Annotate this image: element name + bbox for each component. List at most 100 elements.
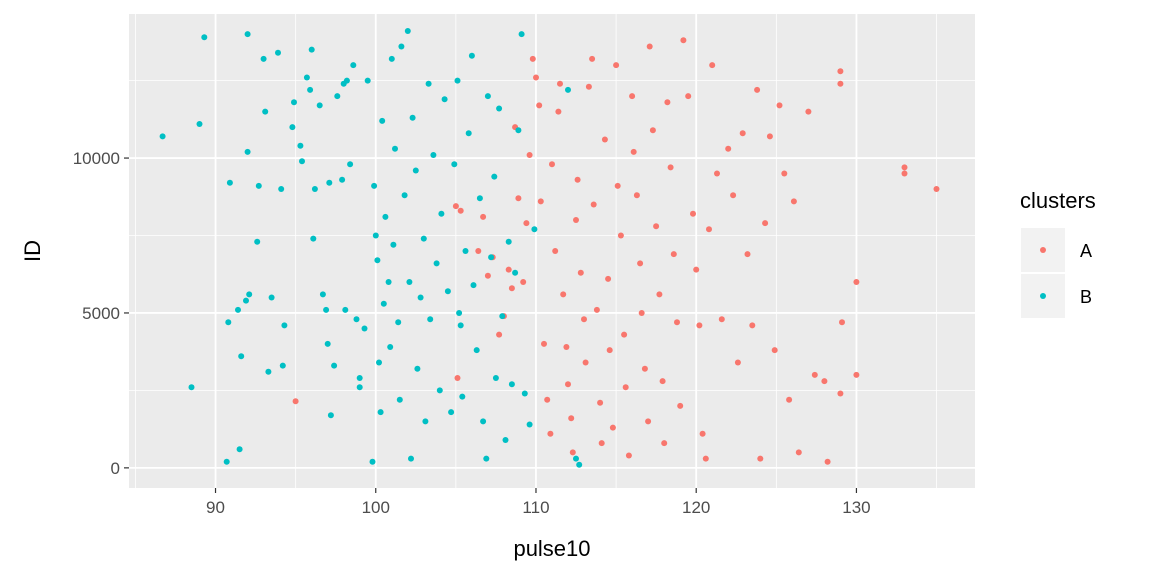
- point-cluster-a: [786, 396, 793, 403]
- point-cluster-a: [633, 192, 640, 199]
- point-cluster-a: [685, 93, 692, 100]
- point-cluster-b: [308, 46, 315, 53]
- point-cluster-b: [356, 384, 363, 391]
- point-cluster-a: [557, 80, 563, 87]
- point-cluster-a: [664, 99, 671, 106]
- point-cluster-b: [576, 461, 583, 468]
- point-cluster-a: [605, 275, 612, 282]
- point-cluster-b: [457, 322, 464, 329]
- point-cluster-a: [484, 272, 491, 279]
- point-cluster-b: [303, 74, 310, 81]
- point-cluster-b: [484, 93, 491, 100]
- point-cluster-a: [568, 415, 575, 422]
- point-cluster-a: [790, 198, 797, 205]
- point-cluster-a: [614, 182, 621, 189]
- x-tick-label: 100: [362, 498, 390, 517]
- point-cluster-b: [387, 344, 394, 350]
- point-cluster-a: [674, 319, 680, 326]
- point-cluster-b: [502, 437, 509, 443]
- point-cluster-a: [574, 176, 581, 183]
- point-cluster-a: [625, 452, 632, 459]
- point-cluster-a: [677, 402, 684, 409]
- point-cluster-a: [613, 62, 620, 69]
- point-cluster-b: [454, 77, 461, 84]
- point-cluster-b: [417, 294, 424, 301]
- y-tick-label: 5000: [82, 304, 120, 323]
- point-cluster-b: [377, 409, 384, 416]
- point-cluster-b: [499, 313, 506, 320]
- point-cluster-b: [297, 142, 304, 149]
- point-cluster-a: [581, 316, 587, 323]
- point-cluster-a: [569, 449, 576, 456]
- point-cluster-a: [730, 192, 737, 199]
- point-cluster-a: [601, 136, 608, 143]
- point-cluster-a: [637, 260, 644, 267]
- point-cluster-b: [281, 322, 288, 329]
- point-cluster-a: [537, 198, 544, 205]
- point-cluster-b: [518, 31, 525, 38]
- point-cluster-b: [196, 121, 203, 127]
- point-cluster-a: [901, 170, 908, 177]
- point-cluster-a: [629, 93, 636, 100]
- point-cluster-b: [369, 458, 376, 465]
- y-axis-title: ID: [20, 240, 45, 262]
- point-cluster-b: [331, 362, 338, 369]
- point-cluster-b: [374, 257, 381, 264]
- point-cluster-a: [670, 251, 677, 258]
- point-cluster-b: [492, 375, 499, 381]
- point-cluster-b: [268, 294, 275, 301]
- point-cluster-a: [837, 390, 844, 397]
- point-cluster-b: [311, 186, 318, 192]
- x-axis-title: pulse10: [513, 536, 590, 561]
- point-cluster-a: [630, 148, 637, 155]
- point-cluster-b: [448, 409, 455, 416]
- point-cluster-b: [334, 93, 341, 100]
- legend-title: clusters: [1020, 188, 1096, 213]
- point-cluster-a: [795, 449, 802, 456]
- data-points: [159, 28, 940, 468]
- point-cluster-a: [739, 130, 746, 137]
- point-cluster-a: [933, 186, 940, 192]
- point-cluster-b: [347, 161, 354, 168]
- point-cluster-b: [433, 260, 440, 267]
- point-cluster-b: [404, 28, 411, 34]
- point-cluster-a: [709, 62, 716, 69]
- x-axis-ticks: 90 100 110 120 130: [206, 488, 871, 517]
- point-cluster-a: [901, 164, 908, 171]
- point-cluster-a: [853, 279, 860, 285]
- point-cluster-a: [757, 455, 764, 462]
- point-cluster-b: [226, 179, 233, 186]
- point-cluster-b: [430, 152, 437, 158]
- point-cluster-b: [470, 282, 477, 289]
- point-cluster-a: [821, 378, 828, 385]
- point-cluster-b: [339, 176, 346, 183]
- point-cluster-a: [520, 279, 527, 285]
- point-cluster-b: [521, 390, 528, 397]
- point-cluster-a: [771, 347, 778, 354]
- point-cluster-a: [749, 322, 756, 329]
- point-cluster-a: [659, 378, 666, 385]
- point-cluster-b: [441, 96, 448, 103]
- point-cluster-b: [307, 86, 314, 93]
- y-tick-label: 10000: [73, 149, 120, 168]
- point-cluster-b: [223, 458, 230, 465]
- point-cluster-b: [531, 226, 538, 233]
- point-cluster-b: [505, 238, 512, 245]
- point-cluster-b: [356, 375, 363, 381]
- point-cluster-a: [690, 210, 696, 217]
- y-axis-ticks: 0 5000 10000: [73, 149, 129, 478]
- point-cluster-b: [425, 80, 432, 87]
- point-cluster-a: [590, 201, 597, 208]
- point-cluster-b: [382, 213, 389, 220]
- point-cluster-a: [480, 213, 487, 220]
- point-cluster-b: [414, 365, 421, 372]
- point-cluster-a: [606, 347, 613, 354]
- point-cluster-b: [310, 235, 317, 242]
- point-cluster-b: [372, 232, 379, 239]
- point-cluster-b: [244, 148, 251, 155]
- point-cluster-a: [622, 384, 629, 391]
- point-cluster-a: [515, 195, 522, 202]
- x-tick-label: 90: [206, 498, 225, 517]
- point-cluster-b: [409, 114, 416, 121]
- x-tick-label: 130: [842, 498, 870, 517]
